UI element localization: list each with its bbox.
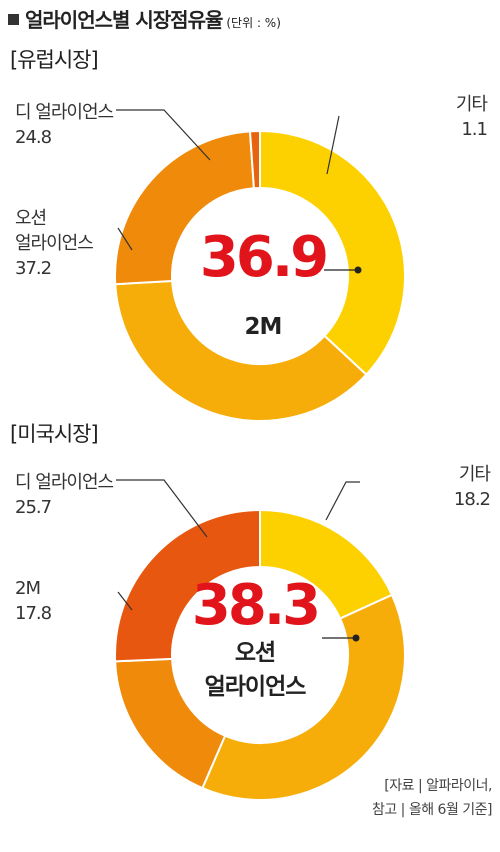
center-value-us: 38.3: [191, 573, 321, 638]
label-us-the-alliance: 디 얼라이언스 25.7: [15, 472, 114, 518]
title-square-icon: [8, 14, 19, 25]
slice-eu-ocean-alliance: [114, 279, 368, 422]
leader-line-eu-the-alliance: [116, 109, 211, 161]
source-note: [자료 | 알파라이너, 참고 | 올해 6월 기준]: [371, 774, 493, 822]
center-value-eu: 36.9: [199, 225, 329, 290]
unit-note: (단위 : %): [226, 16, 281, 30]
label-us-2m: 2M 17.8: [15, 578, 52, 624]
leader-line-us-the-alliance: [116, 479, 208, 538]
leader-line-eu-ocean-alliance: [117, 227, 133, 251]
slice-eu-other: [248, 129, 261, 190]
label-eu-other: 기타 1.1: [455, 94, 488, 140]
center-name-us-line2: 얼라이언스: [204, 674, 307, 700]
label-us-other: 기타 18.2: [453, 464, 491, 510]
center-name-eu: 2M: [244, 314, 283, 340]
label-eu-ocean-alliance: 오션 얼라이언스 37.2: [15, 208, 94, 279]
slice-eu-the-alliance: [114, 130, 255, 286]
source-line-2: 참고 | 올해 6월 기준]: [371, 802, 493, 818]
label-eu-the-alliance: 디 얼라이언스 24.8: [15, 102, 114, 148]
source-line-1: [자료 | 알파라이너,: [384, 778, 492, 794]
chart-title: 얼라이언스별 시장점유율 (단위 : %): [8, 4, 281, 33]
center-pointer-dot-us: [352, 634, 360, 642]
slice-us-the-alliance: [114, 508, 261, 663]
leader-line-us-2m: [117, 591, 133, 611]
center-name-us-line1: 오션: [234, 640, 276, 666]
leader-line-us-other: [325, 481, 360, 521]
title-text: 얼라이언스별 시장점유율: [25, 8, 223, 32]
section-title-europe: [유럽시장]: [10, 48, 99, 72]
center-pointer-dot-eu: [354, 266, 362, 274]
slice-us-ocean-alliance: [201, 593, 406, 801]
section-title-us: [미국시장]: [10, 422, 99, 446]
leader-line-eu-other: [326, 115, 340, 175]
slice-eu-2m: [259, 129, 406, 377]
